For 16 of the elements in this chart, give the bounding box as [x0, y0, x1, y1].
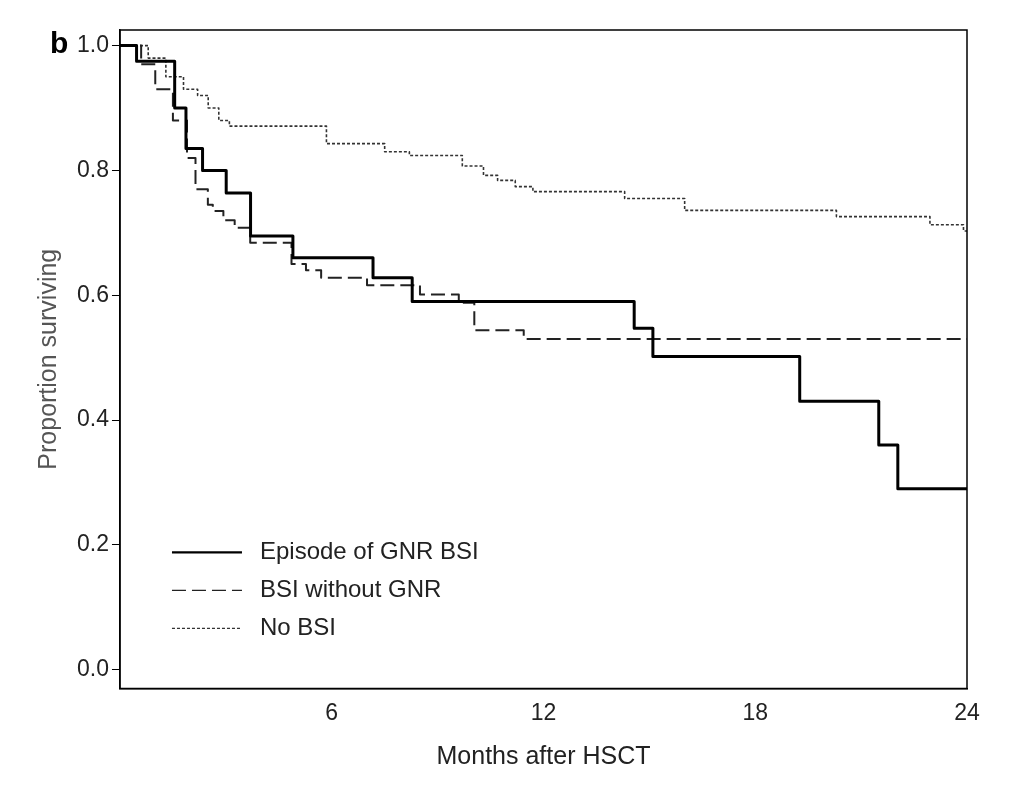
x-tick-label: 24	[954, 698, 980, 725]
text: b	[50, 26, 69, 60]
x-axis-title: Months after HSCT	[436, 740, 651, 769]
y-tick-label: 0.0	[76, 655, 109, 682]
y-tick-label: 0.4	[76, 405, 110, 432]
x-tick-label: 12	[530, 698, 557, 725]
y-tick-label: 0.8	[76, 155, 109, 182]
x-tick-label: 6	[325, 698, 339, 725]
legend-label: No BSI	[259, 613, 336, 641]
y-tick-label: 0.2	[76, 530, 109, 557]
legend-label: Episode of GNR BSI	[259, 537, 479, 565]
y-tick-label: 0.6	[76, 280, 109, 307]
legend-label: BSI without GNR	[259, 575, 442, 603]
y-axis-title: Proportion surviving	[32, 248, 61, 470]
x-tick-label: 18	[742, 698, 769, 725]
y-tick-label: 1.0	[76, 30, 109, 57]
